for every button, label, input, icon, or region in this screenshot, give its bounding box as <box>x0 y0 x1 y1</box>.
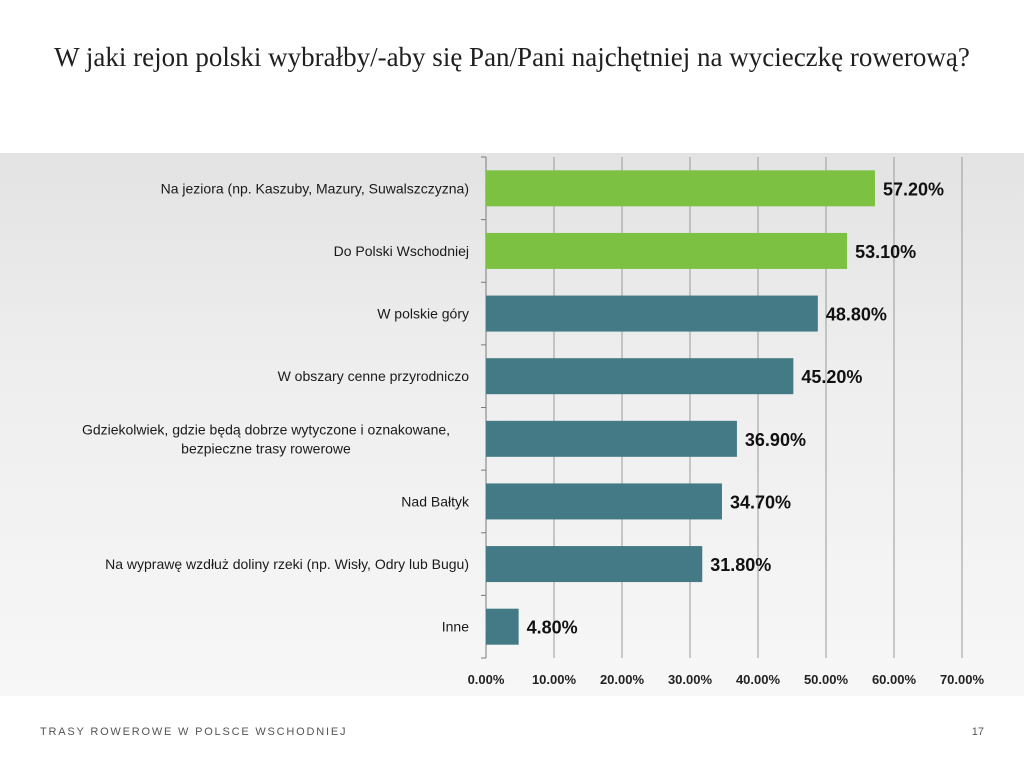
labels: 0.00% 10.00% 20.00% 30.00% 40.00% 50.00% 60.00… <box>82 179 985 687</box>
data-label: 48.80% <box>826 305 887 325</box>
data-label: 45.20% <box>801 367 862 387</box>
category-label: Na jeziora (np. Kaszuby, Mazury, Suwalsz… <box>161 180 469 196</box>
page-number: 17 <box>971 726 984 738</box>
x-tick-label: 60.00% <box>872 672 917 687</box>
bars <box>486 170 875 645</box>
gridlines <box>481 156 963 659</box>
bar <box>486 483 722 520</box>
x-tick-label: 40.00% <box>736 672 781 687</box>
data-label: 57.20% <box>883 179 944 199</box>
bar <box>486 608 519 645</box>
bar <box>486 170 875 207</box>
bar <box>486 232 848 269</box>
category-label: Na wyprawę wzdłuż doliny rzeki (np. Wisł… <box>105 556 469 572</box>
x-tick-label: 50.00% <box>804 672 849 687</box>
category-label: W polskie góry <box>377 306 469 322</box>
x-tick-label: 70.00% <box>940 672 985 687</box>
category-label: W obszary cenne przyrodniczo <box>278 368 470 384</box>
data-label: 53.10% <box>855 242 916 262</box>
data-label: 34.70% <box>730 492 791 512</box>
data-label: 31.80% <box>710 555 771 575</box>
bar <box>486 358 794 395</box>
category-label: Inne <box>442 619 469 635</box>
x-tick-label: 0.00% <box>468 672 505 687</box>
data-label: 4.80% <box>527 618 578 638</box>
category-label: Nad Bałtyk <box>401 493 470 509</box>
data-label: 36.90% <box>745 430 806 450</box>
page-title: W jaki rejon polski wybrałby/-aby się Pa… <box>54 42 970 72</box>
x-tick-label: 20.00% <box>600 672 645 687</box>
category-label: Do Polski Wschodniej <box>334 243 469 259</box>
category-label: Gdziekolwiek, gdzie będą dobrze wytyczon… <box>82 421 450 456</box>
bar <box>486 420 737 457</box>
x-tick-label: 30.00% <box>668 672 713 687</box>
x-tick-label: 10.00% <box>532 672 577 687</box>
bar <box>486 546 703 583</box>
bar <box>486 295 818 332</box>
footer-background <box>0 696 1024 768</box>
footer-text: TRASY ROWEROWE W POLSCE WSCHODNIEJ <box>40 726 348 738</box>
